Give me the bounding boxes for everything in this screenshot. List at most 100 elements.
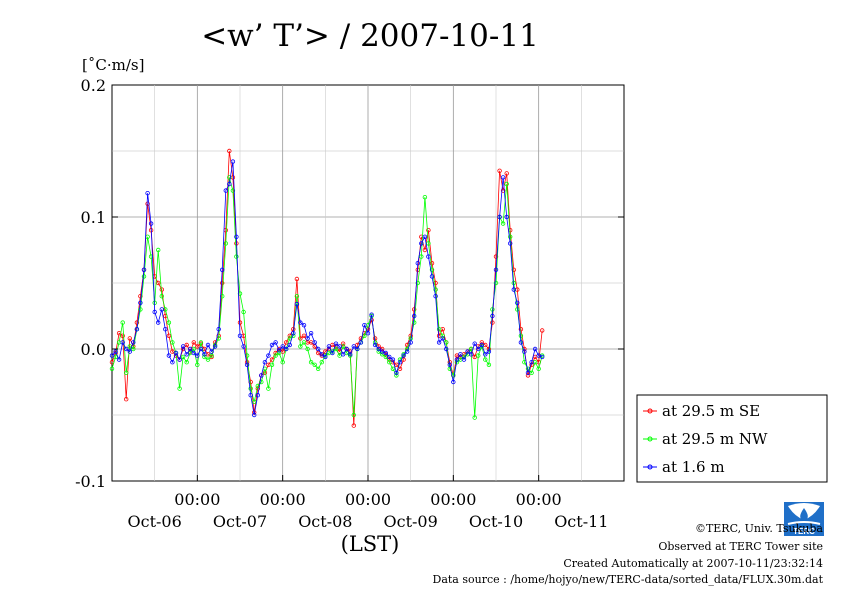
- data-point: [426, 254, 431, 259]
- data-point: [163, 327, 168, 332]
- data-point: [266, 353, 271, 358]
- data-point: [152, 309, 157, 315]
- data-point: [433, 280, 438, 286]
- data-point: [227, 148, 232, 154]
- data-point: [298, 336, 303, 341]
- data-point: [476, 353, 481, 358]
- data-point: [216, 327, 221, 332]
- data-point: [166, 333, 172, 338]
- data-point: [209, 349, 214, 354]
- data-point: [468, 352, 474, 357]
- data-point: [500, 175, 506, 180]
- data-point: [177, 357, 182, 362]
- data-point: [412, 320, 417, 325]
- data-point: [202, 354, 207, 360]
- data-point: [116, 357, 122, 362]
- x-time-tick-label: 00:00: [430, 490, 476, 509]
- x-time-tick-label: 00:00: [516, 490, 562, 509]
- data-point: [123, 346, 129, 352]
- data-point: [497, 214, 502, 220]
- data-point: [493, 280, 499, 286]
- data-point: [330, 350, 335, 356]
- data-point: [465, 349, 470, 354]
- data-point: [127, 349, 132, 354]
- data-point: [476, 346, 481, 352]
- data-point: [187, 346, 193, 352]
- data-point: [266, 386, 271, 391]
- chart-title: <w’ T’> / 2007-10-11: [201, 18, 539, 54]
- data-point: [444, 346, 449, 352]
- data-point: [529, 360, 534, 365]
- data-point: [251, 399, 257, 404]
- data-point: [387, 354, 392, 360]
- copyright-text: ©TERC, Univ. Tsukuba: [695, 522, 823, 535]
- data-point: [319, 352, 324, 357]
- observed-text: Observed at TERC Tower site: [658, 540, 823, 553]
- data-point: [120, 333, 125, 338]
- data-point: [123, 370, 129, 375]
- data-point: [340, 341, 346, 346]
- data-point: [312, 362, 317, 367]
- data-point: [348, 352, 353, 357]
- data-point: [287, 342, 292, 348]
- data-point: [419, 254, 424, 259]
- data-point: [259, 379, 264, 385]
- data-point: [141, 267, 147, 272]
- data-point: [294, 301, 300, 307]
- data-point: [180, 354, 186, 360]
- data-point: [440, 333, 445, 338]
- x-day-label: Oct-07: [213, 512, 267, 531]
- x-day-label: Oct-11: [554, 512, 608, 531]
- data-point: [145, 190, 150, 196]
- data-point: [141, 274, 147, 279]
- x-axis-label: (LST): [341, 532, 400, 556]
- data-point: [173, 350, 179, 356]
- data-point: [390, 357, 396, 362]
- data-point: [540, 354, 545, 360]
- data-point: [259, 373, 264, 378]
- data-point: [280, 344, 285, 349]
- data-point: [148, 221, 154, 226]
- data-point: [351, 412, 356, 418]
- data-point: [209, 353, 214, 358]
- data-point: [145, 201, 150, 206]
- data-point: [248, 393, 253, 398]
- data-point: [255, 393, 260, 398]
- data-point: [273, 353, 278, 358]
- legend-box: [636, 394, 828, 483]
- data-point: [472, 415, 477, 420]
- data-point: [351, 423, 356, 428]
- data-point: [522, 349, 527, 354]
- data-point: [198, 340, 204, 345]
- data-point: [305, 346, 310, 352]
- data-point: [429, 274, 435, 279]
- data-point: [312, 340, 317, 345]
- legend-swatch-marker: [647, 408, 653, 414]
- data-point: [401, 353, 406, 358]
- data-point: [532, 346, 538, 352]
- data-point: [219, 267, 225, 272]
- data-point: [280, 360, 285, 365]
- data-point: [159, 294, 164, 299]
- data-point: [500, 188, 506, 193]
- data-point: [298, 320, 303, 325]
- data-point: [120, 320, 125, 325]
- data-point: [180, 344, 186, 349]
- series-layer: [109, 148, 545, 428]
- data-point: [241, 309, 246, 315]
- data-point: [113, 349, 118, 354]
- data-point: [451, 373, 456, 378]
- data-point: [131, 340, 136, 345]
- data-point: [301, 323, 307, 328]
- data-point: [461, 357, 467, 362]
- data-point: [436, 327, 442, 332]
- data-point: [436, 340, 442, 345]
- data-point: [433, 287, 438, 292]
- data-point: [323, 354, 328, 360]
- data-point: [280, 349, 285, 354]
- data-point: [298, 344, 303, 349]
- data-point: [493, 267, 499, 272]
- data-point: [429, 261, 435, 266]
- data-point: [227, 181, 232, 187]
- data-point: [518, 327, 524, 332]
